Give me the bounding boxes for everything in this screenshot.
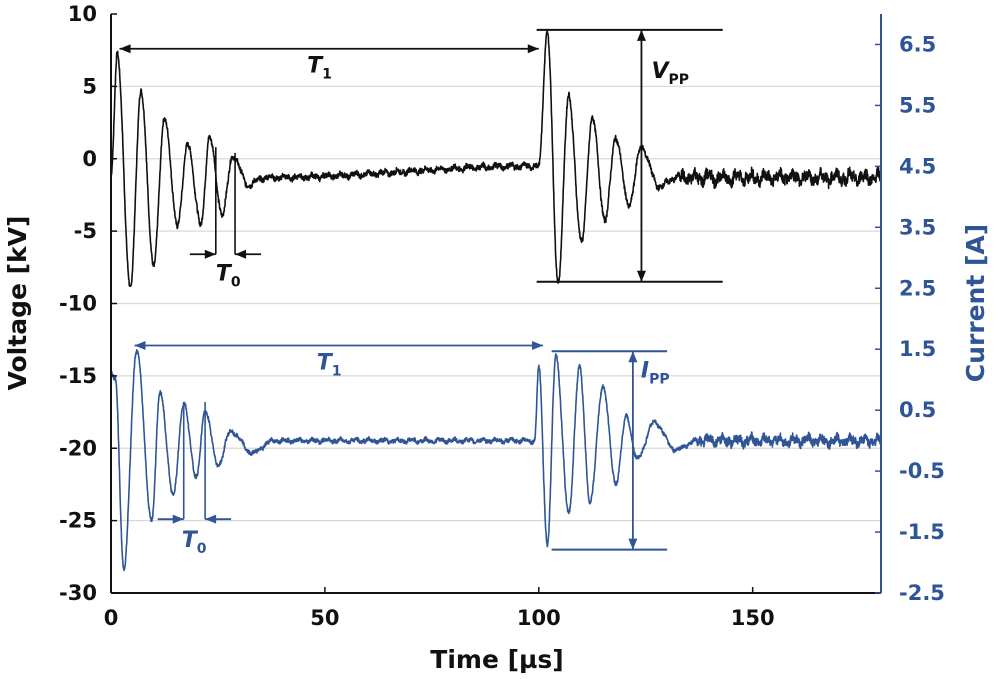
y-left-tick-label: -15	[59, 364, 97, 388]
voltage-t0-label: T0	[216, 261, 241, 290]
voltage-t0-label-subscript: 0	[231, 274, 241, 290]
voltage-vpp-label-subscript: PP	[668, 72, 689, 88]
voltage-trace	[110, 30, 882, 287]
current-t0-label-subscript: 0	[197, 541, 207, 557]
current-t0-head-left	[172, 514, 184, 524]
voltage-t1-arrow-head-right	[527, 44, 539, 54]
y-left-tick-label: -10	[59, 292, 97, 316]
x-tick-label: 150	[731, 606, 775, 630]
current-t0-head-right	[205, 514, 217, 524]
current-trace	[110, 349, 882, 572]
y-left-tick-label: -20	[59, 436, 97, 460]
voltage-t1-arrow-head-left	[119, 44, 131, 54]
tick-labels: 0 50 100 1501050-5-10-15-20-25-306.55.54.53…	[59, 2, 945, 630]
y-left-tick-label: 5	[82, 74, 97, 98]
voltage-t1-label-main: T	[307, 54, 324, 79]
y-right-tick-label: 1.5	[899, 337, 936, 361]
current-ipp-head-bottom	[628, 538, 638, 550]
y-left-tick-label: 0	[82, 147, 97, 171]
voltage-t0-label-main: T	[216, 261, 233, 286]
y-right-tick-label: 2.5	[899, 276, 936, 300]
voltage-vpp-head-top	[636, 29, 646, 41]
y-right-tick-label: -1.5	[899, 520, 945, 544]
current-t1-arrow-head-right	[532, 340, 544, 350]
y-right-tick-label: 3.5	[899, 215, 936, 239]
current-t1-label: T1	[317, 350, 342, 379]
voltage-t0-head-left	[204, 249, 216, 259]
voltage-t1-label: T1	[307, 54, 332, 83]
current-ipp-label: IPP	[641, 358, 670, 387]
current-t1-label-main: T	[317, 350, 334, 375]
current-t0-label: T0	[182, 528, 207, 557]
current-ipp-label-subscript: PP	[649, 371, 670, 387]
voltage-t0-head-right	[235, 249, 247, 259]
voltage-vpp-head-bottom	[636, 270, 646, 282]
current-t1-label-subscript: 1	[332, 363, 342, 379]
axes	[110, 13, 882, 594]
x-tick-label: 100	[517, 606, 561, 630]
y-left-tick-label: -5	[74, 219, 97, 243]
current-t1-arrow-head-left	[134, 340, 146, 350]
y-right-tick-label: -2.5	[899, 581, 945, 605]
traces	[110, 30, 882, 572]
current-t0-label-main: T	[182, 528, 199, 553]
current-ipp-label-main: I	[641, 358, 649, 383]
y-right-tick-label: 6.5	[899, 32, 936, 56]
y-right-tick-label: 4.5	[899, 154, 936, 178]
y-right-tick-label: 0.5	[899, 398, 936, 422]
x-tick-label: 0	[104, 606, 119, 630]
y-left-tick-label: -30	[59, 581, 97, 605]
y-right-tick-label: -0.5	[899, 459, 945, 483]
grid-lines	[111, 85, 881, 522]
y-left-tick-label: 10	[68, 2, 97, 26]
y-axis-title-right: Current [A]	[961, 224, 990, 382]
voltage-t1-label-subscript: 1	[322, 67, 332, 83]
voltage-vpp-label: VPP	[651, 59, 689, 88]
x-axis-title: Time [µs]	[430, 645, 563, 674]
y-left-tick-label: -25	[59, 509, 97, 533]
voltage-vpp-label-main: V	[651, 59, 670, 84]
y-right-tick-label: 5.5	[899, 93, 936, 117]
y-axis-title-left: Voltage [kV]	[3, 216, 32, 391]
x-tick-label: 50	[310, 606, 339, 630]
current-ipp-head-top	[628, 351, 638, 363]
